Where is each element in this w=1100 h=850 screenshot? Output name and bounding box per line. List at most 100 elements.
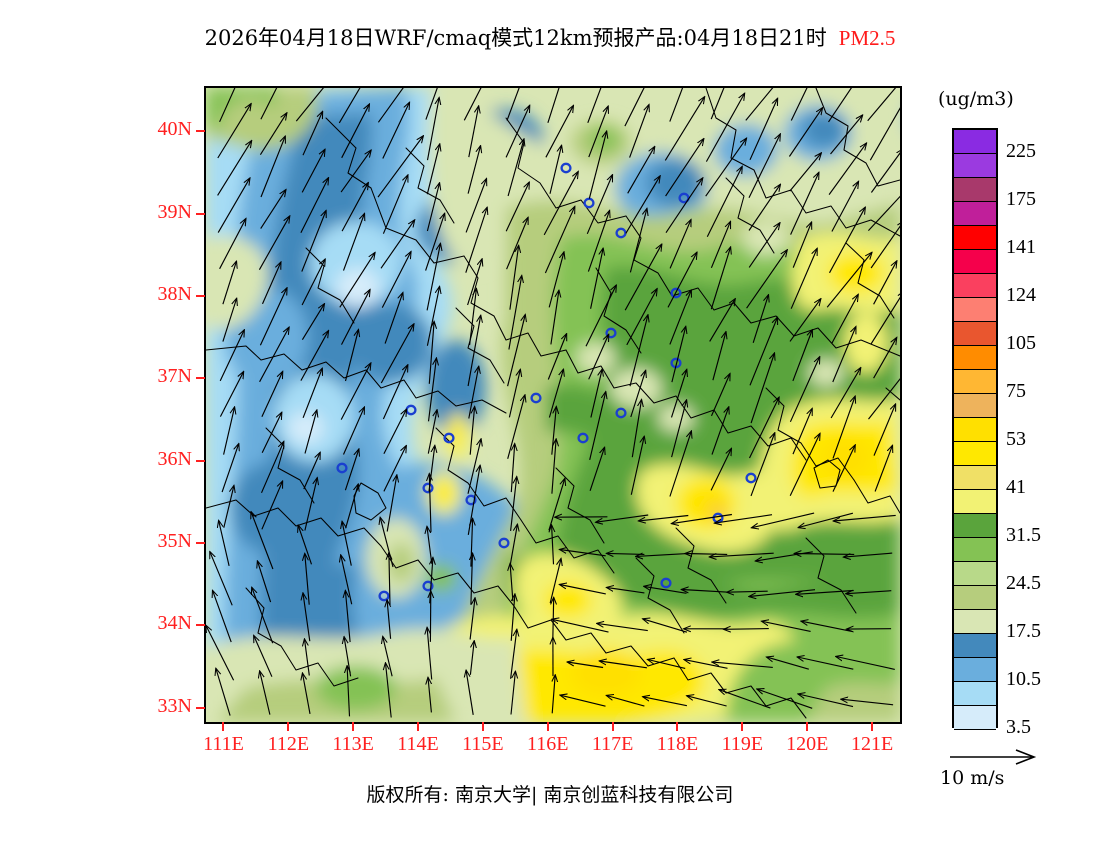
wind-arrow — [469, 289, 477, 346]
wind-arrow — [789, 153, 821, 192]
wind-arrow — [223, 486, 234, 528]
wind-arrow — [340, 363, 371, 420]
wind-arrow — [467, 439, 481, 494]
wind-arrow — [505, 182, 529, 232]
wind-arrow — [597, 623, 648, 632]
wind-arrow — [669, 431, 691, 497]
wind-arrow — [382, 365, 407, 420]
wind-arrow — [797, 657, 854, 670]
wind-arrow — [552, 525, 554, 565]
legend-swatch — [954, 682, 996, 706]
wind-arrow — [789, 357, 819, 423]
wind-arrow — [345, 591, 351, 643]
wind-arrow — [830, 115, 863, 155]
wind-arrow — [790, 88, 808, 121]
wind-arrow — [305, 639, 310, 676]
wind-arrow — [715, 514, 773, 523]
contour-map — [206, 88, 900, 722]
wind-arrow — [382, 175, 407, 234]
wind-arrow — [549, 559, 561, 604]
y-axis-tick — [196, 130, 205, 133]
wind-arrow — [712, 332, 726, 381]
wind-arrow — [832, 396, 855, 459]
wind-arrow — [687, 696, 727, 707]
wind-arrow — [342, 407, 365, 455]
legend-swatch — [954, 394, 996, 418]
wind-arrow — [259, 113, 286, 156]
wind-arrow — [749, 99, 778, 161]
wind-arrow — [425, 88, 438, 120]
wind-arrow — [219, 219, 246, 270]
wind-arrow — [749, 589, 816, 597]
wind-arrow — [543, 172, 578, 236]
wind-vector-field — [206, 88, 900, 718]
wind-arrow — [383, 637, 393, 677]
wind-arrow — [767, 657, 809, 670]
wind-arrow — [790, 249, 817, 309]
wind-arrow — [386, 663, 392, 718]
legend-swatch — [954, 610, 996, 634]
wind-arrow — [261, 413, 282, 453]
x-axis-label: 116E — [527, 733, 569, 755]
wind-arrow — [467, 146, 480, 194]
wind-arrow — [383, 446, 406, 492]
wind-arrow — [873, 404, 896, 456]
wind-arrow — [719, 690, 771, 709]
wind-arrow — [305, 554, 310, 605]
wind-arrow — [259, 288, 287, 346]
wind-arrow — [387, 600, 392, 639]
y-axis-label: 39N — [157, 200, 192, 223]
wind-arrow — [507, 315, 526, 387]
wind-arrow — [548, 479, 565, 531]
map-plot-area[interactable] — [204, 86, 902, 724]
wind-arrow — [639, 514, 689, 521]
wind-arrow — [301, 211, 326, 272]
wind-arrow — [380, 220, 415, 269]
wind-arrow — [792, 330, 812, 382]
wind-arrow — [629, 105, 649, 158]
wind-arrow — [510, 672, 515, 715]
wind-arrow — [624, 244, 662, 311]
wind-arrow — [508, 370, 520, 418]
wind-arrow — [705, 138, 747, 197]
wind-arrow — [428, 678, 431, 713]
wind-arrow — [587, 88, 602, 124]
wind-arrow — [217, 178, 250, 233]
wind-arrow — [669, 290, 691, 345]
x-axis-tick — [222, 722, 225, 731]
wind-arrow — [469, 598, 475, 640]
wind-arrow — [260, 671, 271, 715]
legend-swatch — [954, 562, 996, 586]
wind-arrow — [347, 666, 349, 717]
legend-tick-label: 175 — [1006, 188, 1036, 210]
wind-arrow — [607, 588, 645, 594]
wind-arrow — [664, 97, 704, 161]
legend-swatch — [954, 226, 996, 250]
wind-arrow — [304, 478, 317, 531]
wind-arrow — [295, 88, 324, 122]
wind-arrow — [874, 446, 892, 492]
wind-arrow — [710, 88, 725, 120]
wind-arrow — [590, 248, 604, 309]
wind-arrow — [547, 88, 560, 123]
wind-arrow — [222, 299, 237, 342]
wind-arrow — [301, 304, 324, 341]
wind-arrow — [836, 657, 895, 670]
color-legend[interactable] — [952, 128, 998, 754]
x-axis-tick — [676, 722, 679, 731]
wind-scale-label: 10 m/s — [940, 767, 1005, 789]
legend-tick-label: 10.5 — [1006, 668, 1041, 690]
wind-arrow — [254, 636, 273, 677]
wind-arrow — [427, 410, 437, 454]
legend-tick-label: 225 — [1006, 140, 1036, 162]
wind-arrow — [567, 662, 604, 669]
y-axis-tick — [196, 706, 205, 709]
wind-arrow — [748, 397, 780, 459]
wind-arrow — [830, 368, 861, 419]
wind-arrow — [873, 261, 897, 305]
wind-arrow — [748, 223, 780, 268]
wind-arrow — [552, 619, 609, 633]
wind-arrow — [669, 88, 684, 122]
wind-arrow — [752, 512, 815, 528]
wind-arrow — [344, 449, 358, 491]
